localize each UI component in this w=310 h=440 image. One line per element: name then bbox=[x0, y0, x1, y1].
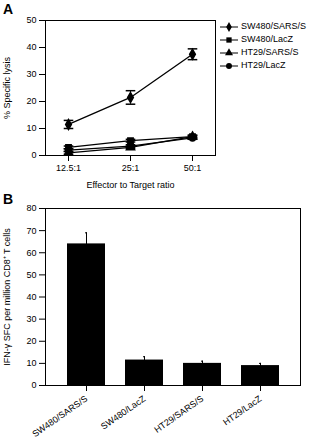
svg-text:50: 50 bbox=[26, 270, 36, 280]
svg-text:30: 30 bbox=[26, 314, 36, 324]
svg-text:IFN-γ SFC per million CD8⁺ T c: IFN-γ SFC per million CD8⁺ T cells bbox=[2, 228, 12, 366]
html-text:B: B bbox=[3, 191, 14, 207]
svg-text:SW480/LacZ: SW480/LacZ bbox=[99, 393, 148, 431]
html-text:A: A bbox=[3, 1, 14, 17]
svg-text:0: 0 bbox=[31, 150, 36, 160]
svg-text:12.5:1: 12.5:1 bbox=[56, 163, 81, 173]
svg-text:40: 40 bbox=[26, 42, 36, 52]
svg-text:% Specific lysis: % Specific lysis bbox=[2, 56, 12, 119]
svg-text:70: 70 bbox=[26, 226, 36, 236]
html-text:SW480/SARS/S: SW480/SARS/S bbox=[241, 21, 306, 31]
svg-text:50:1: 50:1 bbox=[184, 163, 202, 173]
svg-text:20: 20 bbox=[26, 96, 36, 106]
svg-text:40: 40 bbox=[26, 292, 36, 302]
html-text:HT29/SARS/S: HT29/SARS/S bbox=[241, 47, 299, 57]
svg-text:25:1: 25:1 bbox=[122, 163, 140, 173]
svg-text:Effector to Target ratio: Effector to Target ratio bbox=[86, 180, 174, 190]
html-text:HT29/LacZ: HT29/LacZ bbox=[241, 60, 286, 70]
svg-text:50: 50 bbox=[26, 15, 36, 25]
svg-text:HT29/LacZ: HT29/LacZ bbox=[221, 393, 264, 427]
svg-text:SW480/SARS/S: SW480/SARS/S bbox=[30, 394, 89, 439]
svg-text:10: 10 bbox=[26, 123, 36, 133]
svg-text:HT29/SARS/S: HT29/SARS/S bbox=[152, 394, 205, 435]
svg-text:20: 20 bbox=[26, 336, 36, 346]
svg-text:80: 80 bbox=[26, 203, 36, 213]
svg-text:30: 30 bbox=[26, 69, 36, 79]
svg-text:10: 10 bbox=[26, 358, 36, 368]
svg-text:60: 60 bbox=[26, 248, 36, 258]
html-text:SW480/LacZ: SW480/LacZ bbox=[241, 34, 293, 44]
svg-text:0: 0 bbox=[31, 380, 36, 390]
